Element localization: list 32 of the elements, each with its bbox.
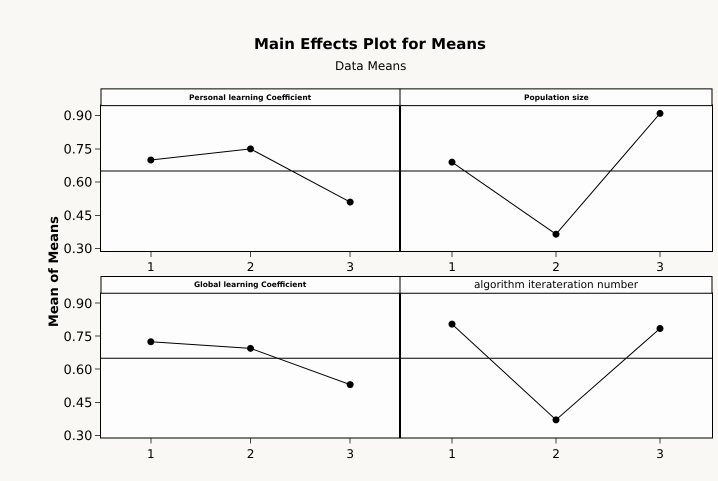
x-tick-label: 2 bbox=[246, 260, 254, 274]
y-tick-label: 0.90 bbox=[63, 296, 92, 312]
point bbox=[247, 145, 254, 152]
text: Data Means bbox=[335, 59, 406, 73]
text: Main Effects Plot for Means bbox=[254, 35, 486, 53]
point bbox=[147, 338, 154, 346]
x-tick-label: 2 bbox=[246, 446, 254, 461]
point bbox=[346, 198, 354, 206]
x-tick-label: 3 bbox=[346, 260, 354, 274]
x-tick-label: 3 bbox=[656, 446, 664, 461]
chart-title: algorithm iterateration number bbox=[474, 279, 639, 291]
y-tick-label: 0.45 bbox=[63, 208, 92, 224]
x-tick-label: 2 bbox=[552, 446, 560, 461]
y-tick-label: 0.90 bbox=[63, 109, 92, 124]
y-tick-label: 0.75 bbox=[63, 330, 92, 345]
x-tick-label: 1 bbox=[448, 446, 456, 461]
y-tick-label: 0.30 bbox=[63, 428, 92, 444]
text: Mean of Means bbox=[46, 216, 62, 328]
point bbox=[147, 156, 154, 164]
x-tick-label: 2 bbox=[552, 260, 560, 274]
x-tick-label: 1 bbox=[147, 446, 155, 461]
x-tick-label: 1 bbox=[448, 260, 456, 274]
y-tick-label: 0.45 bbox=[63, 396, 92, 411]
point bbox=[346, 381, 354, 388]
x-tick-label: 3 bbox=[656, 260, 664, 274]
x-tick-label: 1 bbox=[147, 260, 155, 274]
y-tick-label: 0.60 bbox=[63, 176, 92, 191]
y-tick-label: 0.60 bbox=[63, 362, 92, 378]
point bbox=[247, 344, 254, 352]
x-tick-label: 3 bbox=[346, 446, 354, 461]
y-tick-label: 0.30 bbox=[63, 242, 92, 258]
y-tick-label: 0.75 bbox=[63, 142, 92, 158]
